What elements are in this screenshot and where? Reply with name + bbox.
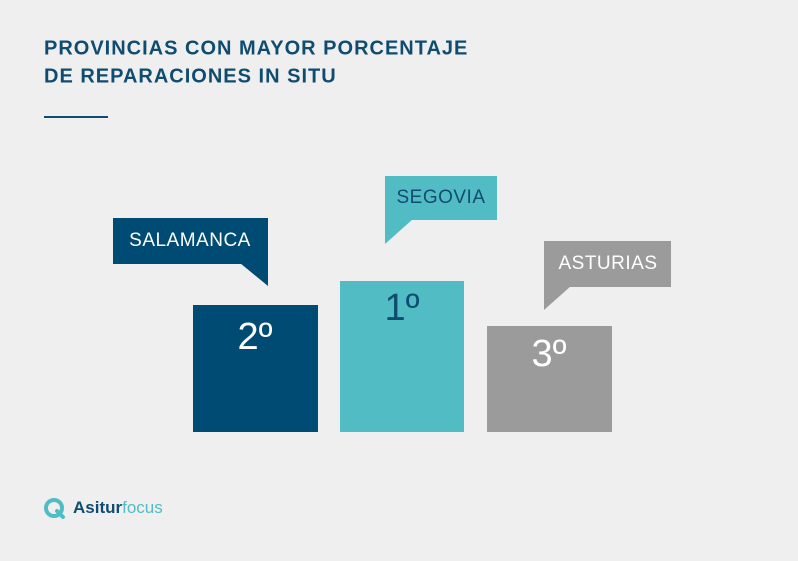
podium-block [193, 305, 318, 432]
speech-bubble [544, 241, 671, 287]
province-label: SEGOVIA [396, 187, 485, 208]
brand: Asiturfocus [73, 498, 163, 517]
brand-name: Asitur [73, 498, 123, 517]
speech-bubble [113, 218, 268, 264]
title-line: DE REPARACIONES IN SITU [44, 65, 337, 87]
rank-label: 1º [384, 287, 419, 329]
rank-label: 3º [531, 333, 566, 375]
bubble-tail [544, 286, 571, 310]
logo-icon [44, 498, 64, 518]
province-label: SALAMANCA [129, 230, 251, 251]
title-line: PROVINCIAS CON MAYOR PORCENTAJE [44, 37, 468, 59]
podium-block [340, 281, 464, 432]
rank-label: 2º [237, 316, 272, 358]
bubble-tail [385, 219, 413, 244]
logo-icon [55, 509, 65, 519]
brand-suffix: focus [122, 498, 163, 517]
speech-bubble [385, 176, 497, 220]
bubble-tail [240, 263, 268, 286]
podium-block [487, 326, 612, 432]
province-label: ASTURIAS [558, 253, 657, 274]
